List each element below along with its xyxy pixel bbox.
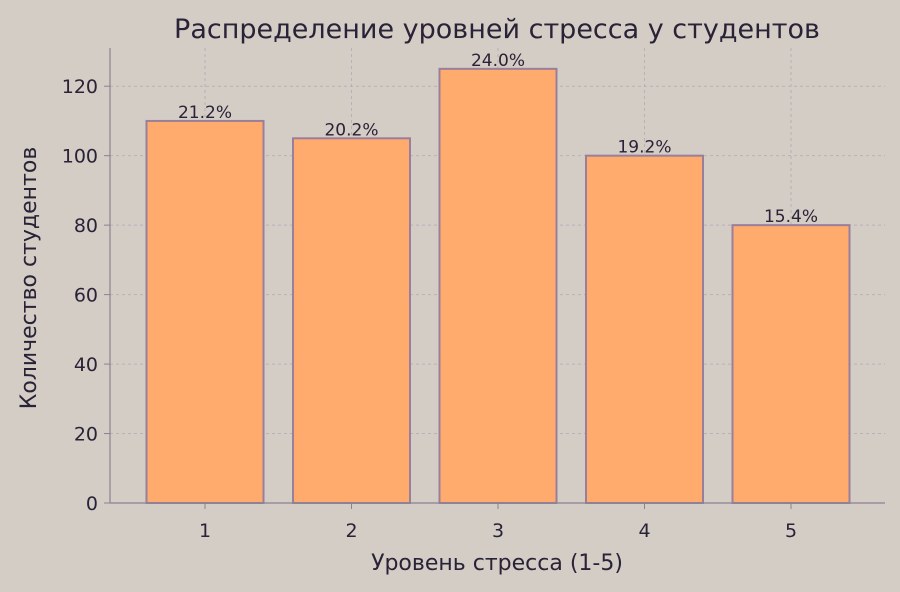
bar-layer [145, 67, 851, 505]
y-tick-label: 120 [62, 76, 98, 98]
x-tick-label: 2 [345, 520, 357, 542]
bar-value-label: 20.2% [324, 120, 378, 140]
y-tick-label: 100 [62, 146, 98, 168]
bar-value-label: 21.2% [178, 103, 232, 123]
x-tick-label: 4 [638, 520, 650, 542]
bar-stress-level-2 [292, 137, 411, 505]
y-tick-label: 0 [86, 493, 98, 515]
x-tick-label: 3 [492, 520, 504, 542]
y-tick-label: 40 [74, 354, 98, 376]
x-tick-label: 5 [785, 520, 797, 542]
x-tick-label: 1 [199, 520, 211, 542]
y-axis-label: Количество студентов [17, 147, 42, 410]
chart-title: Распределение уровней стресса у студенто… [174, 14, 820, 45]
bar-value-label: 24.0% [471, 51, 525, 71]
label-layer: 21.2% 20.2% 24.0% 19.2% 15.4% [178, 51, 818, 227]
y-tick-label: 80 [74, 215, 98, 237]
bar-value-label: 15.4% [764, 207, 818, 227]
bar-value-label: 19.2% [617, 138, 671, 158]
axis-layer: 0 20 40 60 80 100 120 1 2 3 4 5 [62, 48, 885, 542]
x-axis-label: Уровень стресса (1-5) [371, 551, 623, 576]
bar-stress-level-5 [731, 224, 851, 505]
bar-stress-level-1 [145, 119, 265, 504]
bar-stress-level-4 [585, 154, 704, 504]
bar-stress-level-3 [438, 67, 558, 504]
y-tick-label: 20 [74, 424, 98, 446]
y-tick-label: 60 [74, 285, 98, 307]
